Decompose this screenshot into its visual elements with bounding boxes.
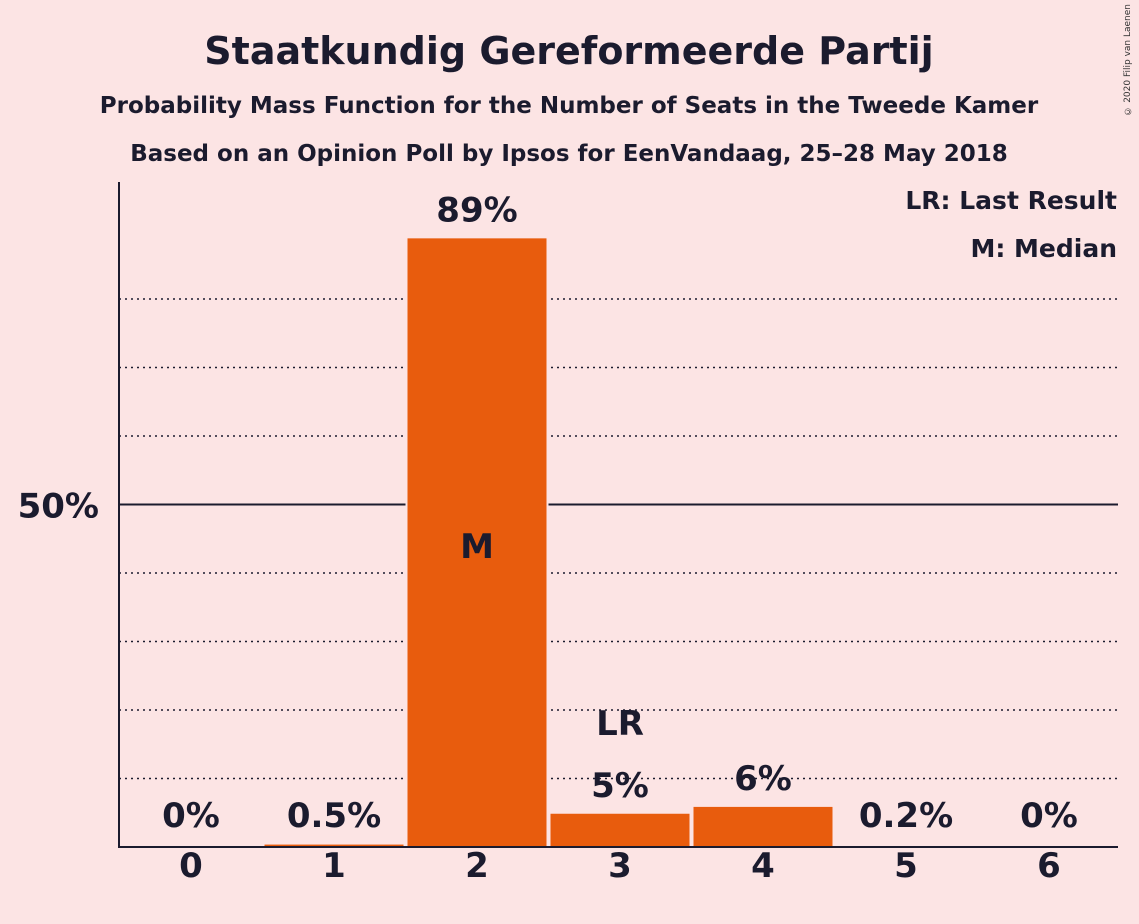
chart-subtitle-2: Based on an Opinion Poll by Ipsos for Ee… xyxy=(130,141,1008,167)
value-label: 0.5% xyxy=(287,796,381,836)
y-tick-label: 50% xyxy=(18,487,99,527)
axes: 50% 0 1 2 3 4 5 6 xyxy=(18,182,1118,886)
legend-last-result: LR: Last Result xyxy=(905,186,1117,215)
bar-2 xyxy=(405,236,549,849)
last-result-marker: LR xyxy=(596,704,644,744)
x-tick-label: 2 xyxy=(465,846,489,886)
legend-median: M: Median xyxy=(970,234,1117,263)
value-label: 5% xyxy=(591,766,649,806)
x-tick-label: 1 xyxy=(322,846,346,886)
bars xyxy=(262,236,978,849)
x-tick-label: 6 xyxy=(1037,846,1061,886)
data-labels: 0% 0.5% 89% 5% 6% 0.2% 0% M LR xyxy=(162,190,1078,836)
x-tick-label: 4 xyxy=(751,846,775,886)
value-label: 6% xyxy=(734,759,792,799)
median-marker: M xyxy=(460,527,494,567)
copyright-notice: © 2020 Filip van Laenen xyxy=(1123,4,1133,116)
value-label: 89% xyxy=(436,190,517,230)
bar-3 xyxy=(548,811,692,848)
x-tick-label: 3 xyxy=(608,846,632,886)
x-tick-label: 0 xyxy=(179,846,203,886)
value-label: 0% xyxy=(162,796,220,836)
gridlines xyxy=(119,298,1118,780)
chart-subtitle-1: Probability Mass Function for the Number… xyxy=(100,93,1039,119)
chart-title: Staatkundig Gereformeerde Partij xyxy=(204,29,933,73)
value-label: 0% xyxy=(1020,796,1078,836)
bar-4 xyxy=(691,804,835,849)
value-label: 0.2% xyxy=(859,796,953,836)
x-tick-label: 5 xyxy=(894,846,918,886)
